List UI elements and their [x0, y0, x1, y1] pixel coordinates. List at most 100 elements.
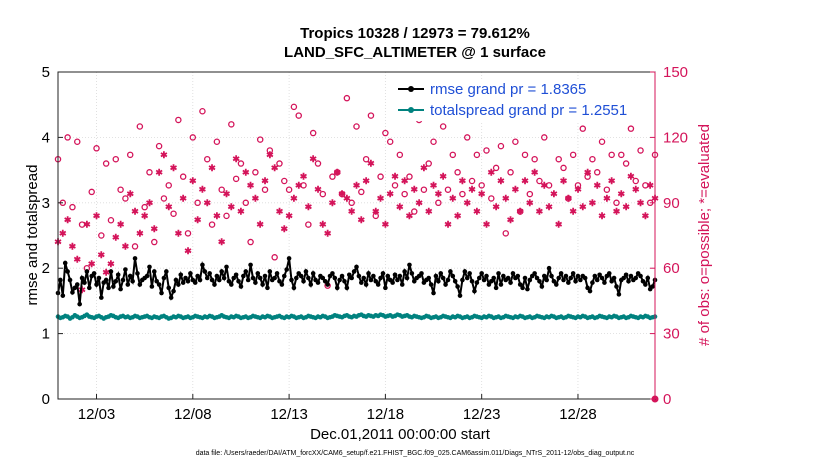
- obs-evaluated-point: ✱: [184, 246, 192, 256]
- rmse-point: [127, 273, 133, 279]
- obs-evaluated-point: ✱: [247, 180, 255, 190]
- rmse-point: [120, 277, 126, 283]
- left-y-tick-label: 1: [42, 326, 50, 343]
- rmse-point: [527, 277, 533, 283]
- left-y-tick-label: 5: [42, 64, 50, 81]
- rmse-point: [77, 301, 82, 307]
- rmse-point: [544, 277, 549, 283]
- x-tick-label: 12/13: [270, 406, 308, 423]
- x-tick-label: 12/18: [367, 406, 405, 423]
- obs-evaluated-point: ✱: [348, 207, 356, 217]
- rmse-point: [508, 280, 513, 285]
- obs-evaluated-point: ✱: [102, 268, 110, 278]
- left-y-tick-label: 3: [42, 195, 50, 212]
- rmse-point: [257, 275, 263, 281]
- x-tick-label: 12/23: [463, 406, 501, 423]
- rmse-point: [558, 271, 564, 276]
- rmse-point: [501, 273, 506, 279]
- obs-evaluated-point: ✱: [329, 198, 337, 208]
- rmse-point: [337, 277, 342, 283]
- obs-possible-point: [131, 243, 139, 250]
- rmse-point: [135, 271, 140, 276]
- rmse-point: [166, 285, 172, 291]
- obs-evaluated-point: ✱: [435, 189, 443, 199]
- obs-possible-point: [208, 221, 216, 228]
- rmse-point: [493, 285, 499, 291]
- rmse-point: [479, 271, 484, 276]
- rmse-point: [279, 282, 285, 287]
- rmse-point: [356, 273, 362, 279]
- right-y-tick-label: 150: [663, 64, 688, 81]
- obs-possible-point: [213, 138, 221, 146]
- plot-frame: [57, 71, 656, 400]
- rmse-point: [351, 269, 357, 274]
- rmse-point: [72, 285, 78, 291]
- rmse-point: [204, 275, 210, 281]
- obs-possible-point: [343, 94, 351, 102]
- rmse-point: [554, 282, 559, 287]
- obs-evaluated-point: ✱: [324, 228, 332, 238]
- rmse-point: [532, 271, 537, 276]
- rmse-point: [192, 280, 198, 285]
- obs-possible-point: [459, 190, 466, 198]
- rmse-point: [469, 278, 475, 284]
- rmse-point: [467, 271, 472, 276]
- obs-evaluated-point: ✱: [362, 176, 370, 186]
- rmse-point: [212, 282, 217, 287]
- rmse-point: [498, 282, 504, 287]
- obs-possible-point: [261, 186, 269, 193]
- obs-evaluated-point: ✱: [93, 211, 101, 221]
- rmse-point: [253, 280, 258, 285]
- obs-possible-point: [122, 195, 129, 202]
- rmse-point: [168, 295, 174, 300]
- rmse-point: [320, 275, 326, 281]
- obs-evaluated-point: ✱: [64, 215, 72, 225]
- rmse-point: [151, 269, 157, 274]
- obs-evaluated-point: ✱: [516, 207, 524, 217]
- obs-possible-point: [107, 216, 115, 224]
- obs-evaluated-point: ✱: [285, 211, 293, 221]
- rmse-point: [161, 275, 167, 281]
- obs-evaluated-point: ✱: [141, 211, 149, 221]
- obs-evaluated-point: ✱: [223, 189, 231, 199]
- obs-possible-point: [642, 182, 649, 189]
- rmse-point: [339, 273, 345, 279]
- obs-evaluated-point: ✱: [59, 228, 67, 238]
- obs-evaluated-point: ✱: [189, 176, 197, 186]
- obs-possible-point: [290, 103, 298, 111]
- obs-evaluated-point: ✱: [420, 163, 428, 173]
- right-y-tick-label: 90: [663, 195, 680, 212]
- obs-possible-point: [358, 188, 365, 196]
- obs-possible-point: [579, 125, 587, 132]
- rmse-point: [233, 272, 239, 278]
- rmse-point: [460, 277, 465, 283]
- obs-possible-point: [444, 186, 452, 193]
- obs-possible-point: [170, 210, 177, 217]
- rmse-point: [431, 290, 436, 296]
- obs-possible-point: [463, 134, 471, 141]
- obs-possible-point: [598, 138, 606, 146]
- rmse-point: [286, 256, 292, 261]
- rmse-point: [342, 278, 347, 284]
- obs-evaluated-point: ✱: [126, 189, 134, 199]
- obs-possible-point: [348, 199, 355, 207]
- obs-evaluated-point: ✱: [439, 172, 447, 182]
- obs-possible-point: [574, 182, 582, 189]
- rmse-point: [70, 290, 75, 295]
- obs-evaluated-point: ✱: [175, 228, 183, 238]
- rmse-point: [99, 295, 104, 300]
- rmse-point: [164, 269, 169, 274]
- obs-layer: ✱✱✱✱✱✱✱✱✱✱✱✱✱✱✱✱✱✱✱✱✱✱✱✱✱✱✱✱✱✱✱✱✱✱✱✱✱✱✱✱…: [54, 94, 659, 403]
- rmse-point: [541, 273, 547, 279]
- obs-evaluated-point: ✱: [151, 224, 159, 234]
- rmse-point: [303, 269, 309, 274]
- x-tick-label: 12/28: [559, 406, 597, 423]
- rmse-point: [433, 273, 439, 279]
- rmse-point: [448, 269, 453, 274]
- obs-possible-point: [555, 155, 562, 163]
- rmse-point: [609, 278, 614, 284]
- x-tick-label: 12/08: [174, 406, 212, 423]
- obs-possible-point: [194, 199, 201, 207]
- rmse-point: [79, 275, 85, 281]
- rmse-point: [481, 277, 487, 283]
